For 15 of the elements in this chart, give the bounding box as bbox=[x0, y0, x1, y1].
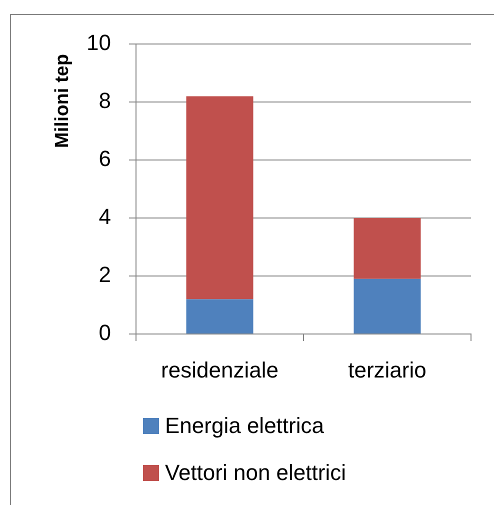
y-tick-label: 0 bbox=[98, 320, 111, 346]
legend-label: Energia elettrica bbox=[165, 412, 324, 438]
bar bbox=[354, 278, 421, 334]
y-tick-label: 10 bbox=[86, 30, 111, 56]
y-tick-label: 2 bbox=[98, 262, 111, 288]
y-axis-title: Milioni tep bbox=[52, 54, 74, 148]
legend-label: Vettori non elettrici bbox=[165, 460, 346, 486]
bar bbox=[354, 218, 421, 279]
bar bbox=[186, 96, 254, 300]
y-tick-label: 4 bbox=[98, 204, 111, 230]
x-tick-label: terziario bbox=[348, 357, 426, 382]
x-tick-label: residenziale bbox=[161, 357, 278, 382]
y-tick-label: 6 bbox=[98, 146, 111, 172]
bar bbox=[186, 299, 254, 334]
y-tick-label: 8 bbox=[98, 88, 111, 114]
